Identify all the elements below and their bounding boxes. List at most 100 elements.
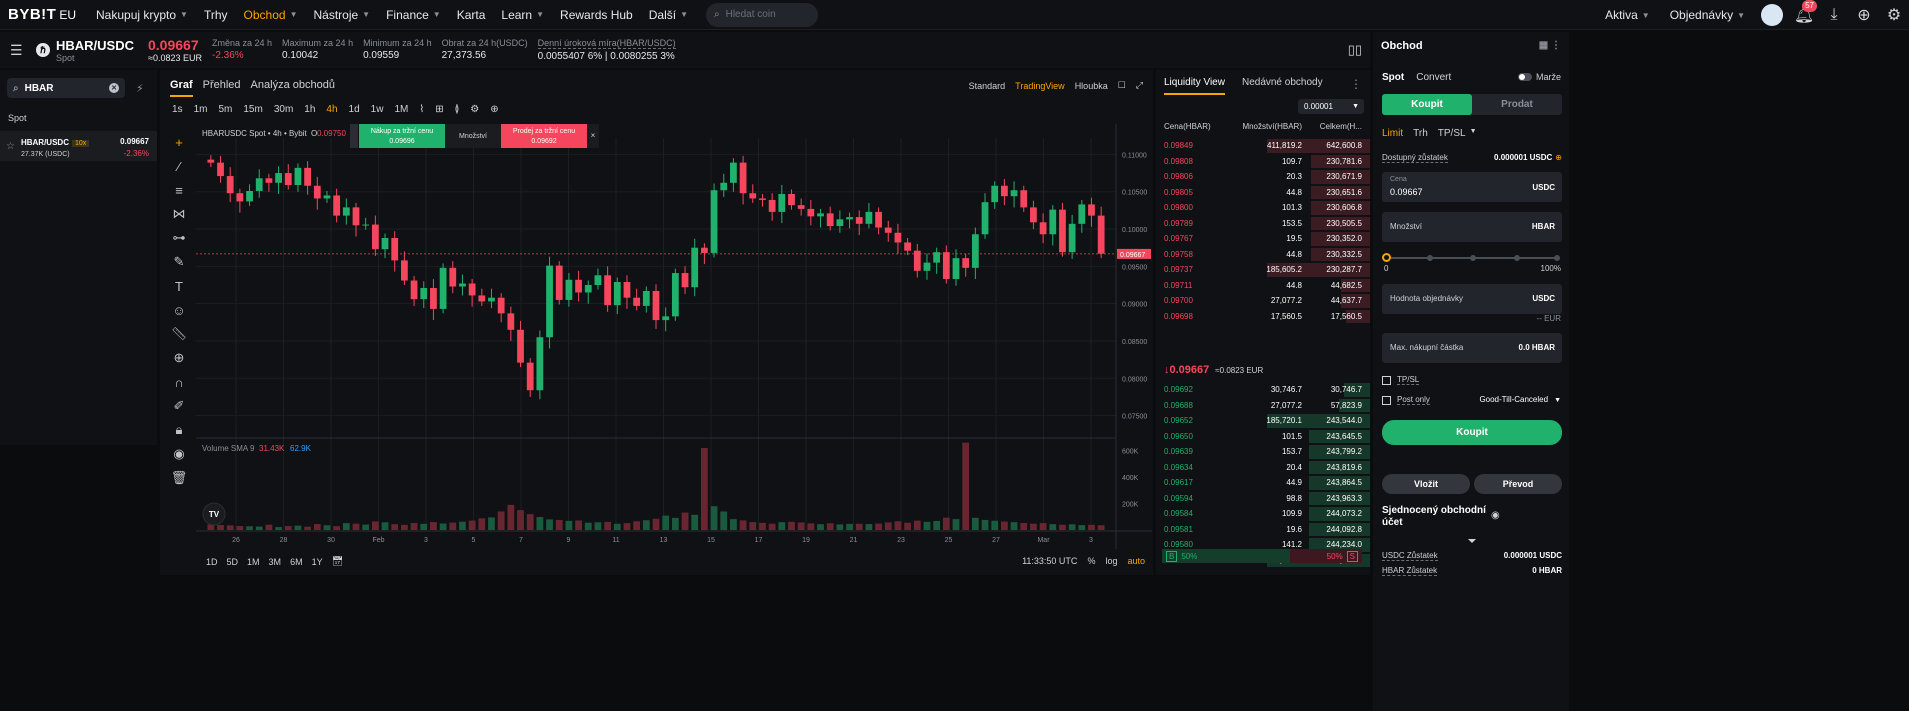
nav-item-1[interactable]: Trhy xyxy=(196,0,236,30)
margin-toggle[interactable]: Marže xyxy=(1517,72,1561,82)
tab-spot[interactable]: Spot xyxy=(1382,72,1405,83)
clear-icon[interactable]: ✕ xyxy=(109,83,119,93)
timeframe-1h[interactable]: 1h xyxy=(304,104,316,115)
drag-handle[interactable] xyxy=(350,124,358,148)
ask-row[interactable]: 0.09698 17,560.5 17,560.5 xyxy=(1156,309,1370,325)
range-3M[interactable]: 3M xyxy=(268,556,282,567)
bid-row[interactable]: 0.09652 185,720.1 243,544.0 xyxy=(1156,413,1370,429)
text-icon[interactable]: T xyxy=(175,278,183,294)
bid-row[interactable]: 0.09650 101.5 243,645.5 xyxy=(1156,429,1370,445)
calendar-icon[interactable]: 📅︎ xyxy=(331,556,344,566)
nav-item-6[interactable]: Learn ▼ xyxy=(493,0,552,30)
percent-scale-toggle[interactable]: % xyxy=(1087,556,1096,566)
ask-row[interactable]: 0.09849 411,819.2 642,600.8 xyxy=(1156,138,1370,154)
settings-icon[interactable]: ⚙ xyxy=(470,104,480,115)
bybit-logo[interactable]: BYB!T EU xyxy=(0,6,88,23)
range-1Y[interactable]: 1Y xyxy=(311,556,323,567)
timeframe-1w[interactable]: 1w xyxy=(370,104,384,115)
close-widget-button[interactable] xyxy=(587,124,599,148)
bid-row[interactable]: 0.09581 19.6 244,092.8 xyxy=(1156,522,1370,538)
order-type-2[interactable]: TP/SL xyxy=(1437,128,1466,139)
tpsl-checkbox[interactable]: TP/SL xyxy=(1382,375,1420,385)
measure-icon[interactable]: ⊶ xyxy=(172,230,186,245)
expand-icon[interactable]: ⤢ xyxy=(1135,80,1143,90)
amount-slider[interactable] xyxy=(1382,253,1562,263)
deposit-button[interactable]: Vložit xyxy=(1382,474,1470,494)
assets-menu[interactable]: Aktiva ▼ xyxy=(1605,8,1650,22)
order-type-0[interactable]: Limit xyxy=(1382,128,1404,139)
ask-row[interactable]: 0.09806 20.3 230,671.9 xyxy=(1156,169,1370,185)
timeframe-1d[interactable]: 1d xyxy=(348,104,360,115)
chart-type-icon[interactable]: ⊞ xyxy=(435,104,444,115)
emoji-icon[interactable]: ☺ xyxy=(172,302,186,318)
timeframe-1M[interactable]: 1M xyxy=(394,104,409,115)
zoom-in-icon[interactable]: ⊕ xyxy=(173,350,185,365)
bid-row[interactable]: 0.09594 98.8 243,963.3 xyxy=(1156,491,1370,507)
avatar[interactable] xyxy=(1761,4,1783,26)
timeframe-4h[interactable]: 4h xyxy=(326,104,338,115)
buy-button[interactable]: Koupit xyxy=(1382,420,1562,445)
precision-select[interactable]: 0.00001 ▼ xyxy=(1298,99,1364,114)
indicators-icon[interactable]: ⌇ xyxy=(419,104,425,115)
nav-item-0[interactable]: Nakupuj krypto ▼ xyxy=(88,0,196,30)
market-buy-button[interactable] xyxy=(359,124,445,148)
more-icon[interactable]: ⋮ xyxy=(1350,77,1362,91)
bid-row[interactable]: 0.09639 153.7 243,799.2 xyxy=(1156,444,1370,460)
market-row[interactable]: ☆ HBAR/USDC 10x 27.37K (USDC) 0.09667 -2.… xyxy=(0,131,157,161)
market-sell-button[interactable] xyxy=(501,124,587,148)
chart-tab-2[interactable]: Analýza obchodů xyxy=(250,79,335,91)
slider-handle[interactable] xyxy=(1382,253,1391,262)
add-icon[interactable]: ⊕ xyxy=(490,104,499,115)
nav-item-8[interactable]: Další ▼ xyxy=(641,0,696,30)
lock-drawing-icon[interactable]: ✐ xyxy=(173,398,185,413)
timeframe-1s[interactable]: 1s xyxy=(172,104,183,115)
nav-item-3[interactable]: Nástroje ▼ xyxy=(305,0,378,30)
ask-row[interactable]: 0.09711 44.8 44,682.5 xyxy=(1156,278,1370,294)
timeframe-1m[interactable]: 1m xyxy=(193,104,208,115)
timeframe-30m[interactable]: 30m xyxy=(273,104,294,115)
timeframe-15m[interactable]: 15m xyxy=(243,104,263,115)
globe-icon[interactable]: ⊕ xyxy=(1857,7,1871,24)
log-scale-toggle[interactable]: log xyxy=(1105,556,1118,566)
tradingview-logo[interactable] xyxy=(202,502,226,526)
bid-row[interactable]: 0.09692 30,746.7 30,746.7 xyxy=(1156,382,1370,398)
order-type-1[interactable]: Trh xyxy=(1413,128,1428,139)
range-6M[interactable]: 6M xyxy=(290,556,303,567)
compare-icon[interactable]: ≬ xyxy=(454,104,460,115)
order-value-field[interactable]: Hodnota objednávky USDC xyxy=(1382,284,1562,314)
time-in-force-select[interactable]: Good-Till-Canceled ▼ xyxy=(1479,395,1561,404)
chart-view-2[interactable]: Hloubka xyxy=(1074,80,1108,91)
bid-row[interactable]: 0.09688 27,077.2 57,823.9 xyxy=(1156,398,1370,414)
brush-icon[interactable]: ✎ xyxy=(173,254,185,269)
collapse-icon[interactable] xyxy=(1468,539,1476,543)
close-icon[interactable]: × xyxy=(591,131,596,140)
eye-icon[interactable]: ◉ xyxy=(173,446,185,461)
orders-menu[interactable]: Objednávky ▼ xyxy=(1669,8,1745,22)
nav-item-2[interactable]: Obchod ▼ xyxy=(236,0,306,30)
nav-item-4[interactable]: Finance ▼ xyxy=(378,0,449,30)
toggle-switch[interactable] xyxy=(1517,73,1532,81)
ruler-icon[interactable]: 📏︎ xyxy=(170,326,188,341)
range-1D[interactable]: 1D xyxy=(206,556,218,567)
bid-row[interactable]: 0.09584 109.9 244,073.2 xyxy=(1156,506,1370,522)
menu-icon[interactable]: ☰ xyxy=(10,41,23,58)
bid-row[interactable]: 0.09634 20.4 243,819.6 xyxy=(1156,460,1370,476)
ask-row[interactable]: 0.09767 19.5 230,352.0 xyxy=(1156,231,1370,247)
lock-icon[interactable]: 🔒︎ xyxy=(175,422,183,437)
eye-icon[interactable]: ◉ xyxy=(1491,510,1500,521)
bell-icon[interactable]: 🔔︎ 57 xyxy=(1789,0,1819,30)
orderbook-tab-1[interactable]: Nedávné obchody xyxy=(1241,77,1323,88)
range-1M[interactable]: 1M xyxy=(247,556,260,567)
star-icon[interactable]: ☆ xyxy=(6,140,15,152)
fullscreen-icon[interactable]: ☐ xyxy=(1117,80,1126,90)
ask-row[interactable]: 0.09805 44.8 230,651.6 xyxy=(1156,185,1370,201)
range-5D[interactable]: 5D xyxy=(226,556,239,567)
add-funds-icon[interactable]: ⊕ xyxy=(1555,153,1562,162)
chart-view-0[interactable]: Standard xyxy=(968,80,1006,91)
ask-row[interactable]: 0.09789 153.5 230,505.5 xyxy=(1156,216,1370,232)
nav-item-7[interactable]: Rewards Hub xyxy=(552,0,641,30)
ask-row[interactable]: 0.09758 44.8 230,332.5 xyxy=(1156,247,1370,263)
filter-icon[interactable]: ⚡︎ xyxy=(136,83,144,95)
magnet-icon[interactable]: ∩ xyxy=(174,374,184,390)
timeframe-5m[interactable]: 5m xyxy=(218,104,233,115)
